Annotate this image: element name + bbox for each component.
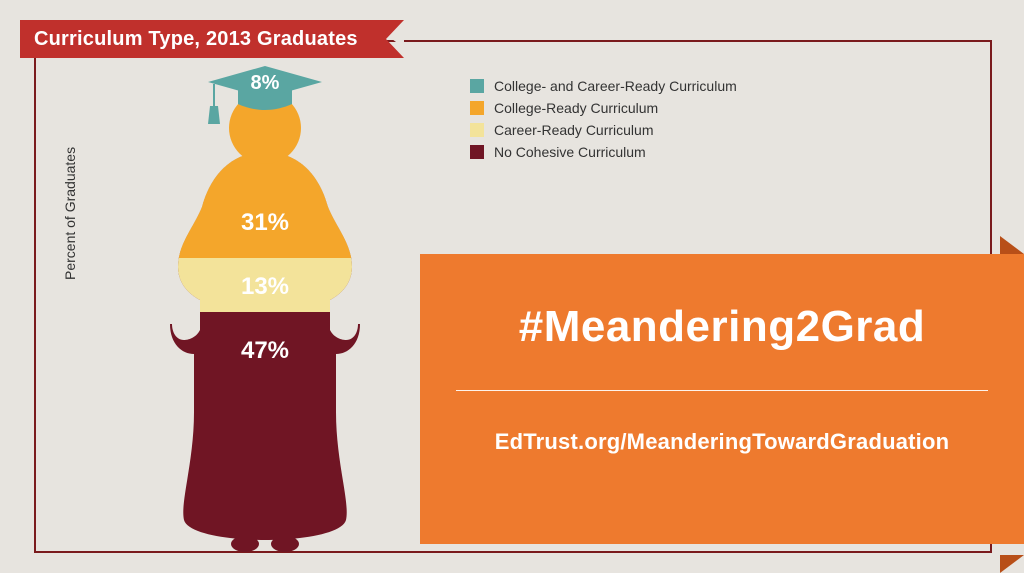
legend-item-career: Career-Ready Curriculum bbox=[470, 122, 737, 138]
callout-url: EdTrust.org/MeanderingTowardGraduation bbox=[456, 429, 988, 455]
legend-label: College- and Career-Ready Curriculum bbox=[494, 78, 737, 94]
legend-label: Career-Ready Curriculum bbox=[494, 122, 654, 138]
legend-label: No Cohesive Curriculum bbox=[494, 144, 646, 160]
y-axis-label: Percent of Graduates bbox=[62, 147, 78, 280]
banner-title: Curriculum Type, 2013 Graduates bbox=[34, 28, 358, 51]
pct-career: 13% bbox=[241, 273, 289, 300]
swatch-icon bbox=[470, 123, 484, 137]
graduate-figure: 8% 31% 13% 47% bbox=[150, 62, 380, 552]
callout-notch-icon bbox=[1000, 236, 1024, 254]
swatch-icon bbox=[470, 145, 484, 159]
legend-item-college-career: College- and Career-Ready Curriculum bbox=[470, 78, 737, 94]
callout-hashtag: #Meandering2Grad bbox=[456, 302, 988, 352]
pct-none: 47% bbox=[241, 337, 289, 364]
pct-college-career: 8% bbox=[251, 72, 280, 94]
callout-notch-icon bbox=[1000, 555, 1024, 573]
frame-top-border bbox=[380, 40, 992, 42]
pct-college: 31% bbox=[241, 209, 289, 236]
legend-item-none: No Cohesive Curriculum bbox=[470, 144, 737, 160]
callout: #Meandering2Grad EdTrust.org/MeanderingT… bbox=[420, 254, 1024, 544]
banner: Curriculum Type, 2013 Graduates bbox=[20, 20, 386, 58]
legend: College- and Career-Ready Curriculum Col… bbox=[470, 78, 737, 166]
callout-divider bbox=[456, 390, 988, 391]
swatch-icon bbox=[470, 101, 484, 115]
legend-item-college: College-Ready Curriculum bbox=[470, 100, 737, 116]
banner-notch-icon bbox=[392, 30, 404, 48]
legend-label: College-Ready Curriculum bbox=[494, 100, 658, 116]
swatch-icon bbox=[470, 79, 484, 93]
